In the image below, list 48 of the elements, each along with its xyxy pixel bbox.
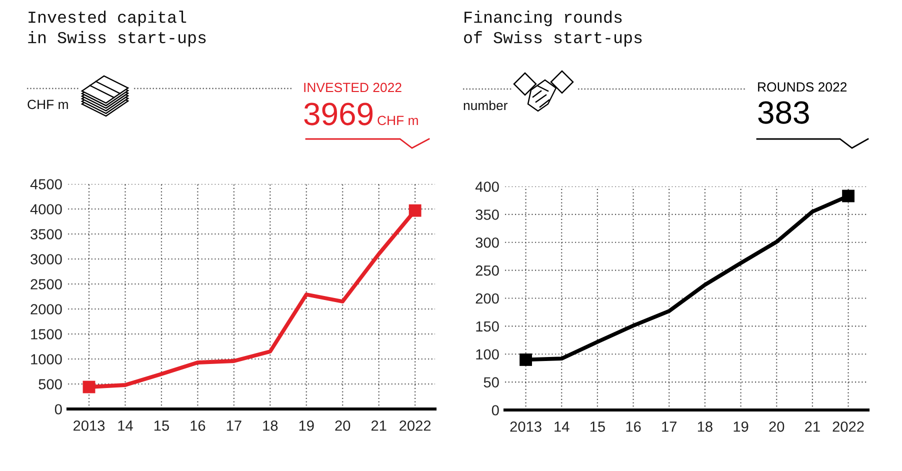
y-tick-label: 3000 xyxy=(30,254,62,264)
y-tick-label: 100 xyxy=(476,349,499,360)
chart-title: Financing rounds of Swiss start-ups xyxy=(464,10,642,47)
y-tick-label: 350 xyxy=(476,210,499,220)
y-tick-label: 2500 xyxy=(30,279,62,290)
text: ROUNDS 2022 xyxy=(758,82,847,92)
y-axis-title: number xyxy=(464,100,508,110)
x-tick-label: 21 xyxy=(805,421,820,432)
y-tick-label: 250 xyxy=(476,265,499,276)
text: 3969 xyxy=(304,102,373,126)
text: CHF m xyxy=(378,116,418,126)
x-tick-label: 15 xyxy=(154,420,169,431)
x-tick-label: 15 xyxy=(590,422,605,432)
y-tick-label: 1500 xyxy=(31,329,62,340)
x-tick-label: 17 xyxy=(662,422,676,432)
y-tick-label: 500 xyxy=(38,379,62,390)
x-tick-label: 21 xyxy=(371,420,386,431)
y-tick-label: 400 xyxy=(475,182,499,192)
x-tick-label: 18 xyxy=(698,421,712,432)
x-tick-label: 14 xyxy=(118,420,133,431)
x-tick-label: 16 xyxy=(626,421,641,432)
x-tick-label: 19 xyxy=(734,421,748,432)
y-tick-label: 300 xyxy=(476,237,499,248)
y-axis-title: CHF m xyxy=(28,100,68,110)
x-tick-label: 2022 xyxy=(832,421,864,432)
text: INVESTED 2022 xyxy=(304,82,402,92)
x-tick-label: 2022 xyxy=(400,420,431,431)
y-tick-label: 4000 xyxy=(30,204,62,214)
y-tick-label: 3500 xyxy=(30,229,62,240)
y-tick-label: 50 xyxy=(484,377,499,388)
x-tick-label: 20 xyxy=(769,421,784,432)
x-tick-label: 16 xyxy=(190,420,206,431)
x-tick-label: 2013 xyxy=(74,420,105,431)
y-tick-label: 150 xyxy=(476,321,499,332)
x-tick-label: 14 xyxy=(554,422,570,432)
x-tick-label: 18 xyxy=(263,420,278,431)
x-tick-label: 17 xyxy=(226,420,242,431)
y-tick-label: 2000 xyxy=(30,304,62,314)
y-tick-label: 1000 xyxy=(31,354,62,364)
chart-title: Invested capital in Swiss start-ups xyxy=(28,10,206,47)
y-tick-label: 200 xyxy=(476,293,499,304)
x-tick-label: 2013 xyxy=(510,421,542,432)
y-tick-label: 0 xyxy=(54,404,62,414)
x-tick-label: 20 xyxy=(335,420,350,431)
text: 383 xyxy=(758,101,809,124)
x-tick-label: 19 xyxy=(299,420,314,431)
y-tick-label: 0 xyxy=(492,405,499,416)
y-tick-label: 4500 xyxy=(30,179,62,190)
